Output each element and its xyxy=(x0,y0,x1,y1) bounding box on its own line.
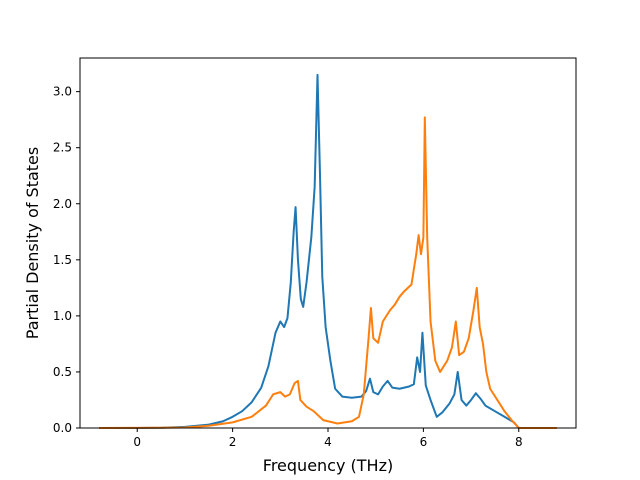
y-tick-label: 2.0 xyxy=(53,197,72,211)
y-tick-label: 3.0 xyxy=(53,85,72,99)
y-tick-label: 0.0 xyxy=(53,421,72,435)
y-axis-ticks: 0.0 0.5 1.0 1.5 2.0 2.5 3.0 xyxy=(53,85,80,435)
x-axis-label: Frequency (THz) xyxy=(263,456,393,475)
series-line-1 xyxy=(99,73,529,429)
series-layer xyxy=(99,73,557,429)
y-tick-label: 0.5 xyxy=(53,365,72,379)
x-tick-label: 2 xyxy=(229,435,237,449)
x-tick-label: 4 xyxy=(324,435,332,449)
x-axis-ticks: 0 2 4 6 8 xyxy=(133,428,523,449)
x-tick-label: 0 xyxy=(133,435,141,449)
y-axis-label: Partial Density of States xyxy=(23,147,42,339)
y-tick-label: 2.5 xyxy=(53,141,72,155)
y-tick-label: 1.0 xyxy=(53,309,72,323)
series-line-2 xyxy=(99,116,557,429)
y-tick-label: 1.5 xyxy=(53,253,72,267)
x-tick-label: 8 xyxy=(515,435,523,449)
x-tick-label: 6 xyxy=(420,435,428,449)
